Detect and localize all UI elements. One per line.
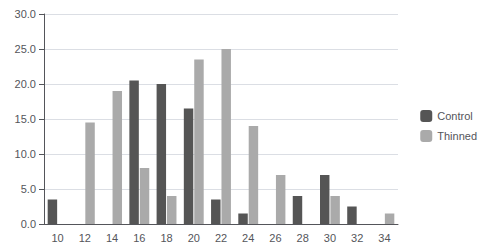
svg-text:20.0: 20.0: [15, 78, 36, 90]
svg-text:16: 16: [133, 232, 145, 244]
svg-text:34: 34: [378, 232, 390, 244]
svg-text:Thinned: Thinned: [437, 130, 477, 142]
svg-text:20: 20: [188, 232, 200, 244]
svg-text:25.0: 25.0: [15, 43, 36, 55]
svg-text:22: 22: [215, 232, 227, 244]
svg-text:10.0: 10.0: [15, 148, 36, 160]
svg-text:5.0: 5.0: [21, 183, 36, 195]
svg-text:24: 24: [242, 232, 254, 244]
svg-text:10: 10: [51, 232, 63, 244]
svg-text:32: 32: [351, 232, 363, 244]
svg-text:15.0: 15.0: [15, 113, 36, 125]
svg-text:30: 30: [324, 232, 336, 244]
svg-text:28: 28: [297, 232, 309, 244]
svg-text:0.0: 0.0: [21, 218, 36, 230]
svg-text:12: 12: [79, 232, 91, 244]
svg-text:30.0: 30.0: [15, 8, 36, 20]
svg-text:Control: Control: [437, 110, 472, 122]
svg-text:18: 18: [160, 232, 172, 244]
svg-text:26: 26: [269, 232, 281, 244]
svg-text:14: 14: [106, 232, 118, 244]
